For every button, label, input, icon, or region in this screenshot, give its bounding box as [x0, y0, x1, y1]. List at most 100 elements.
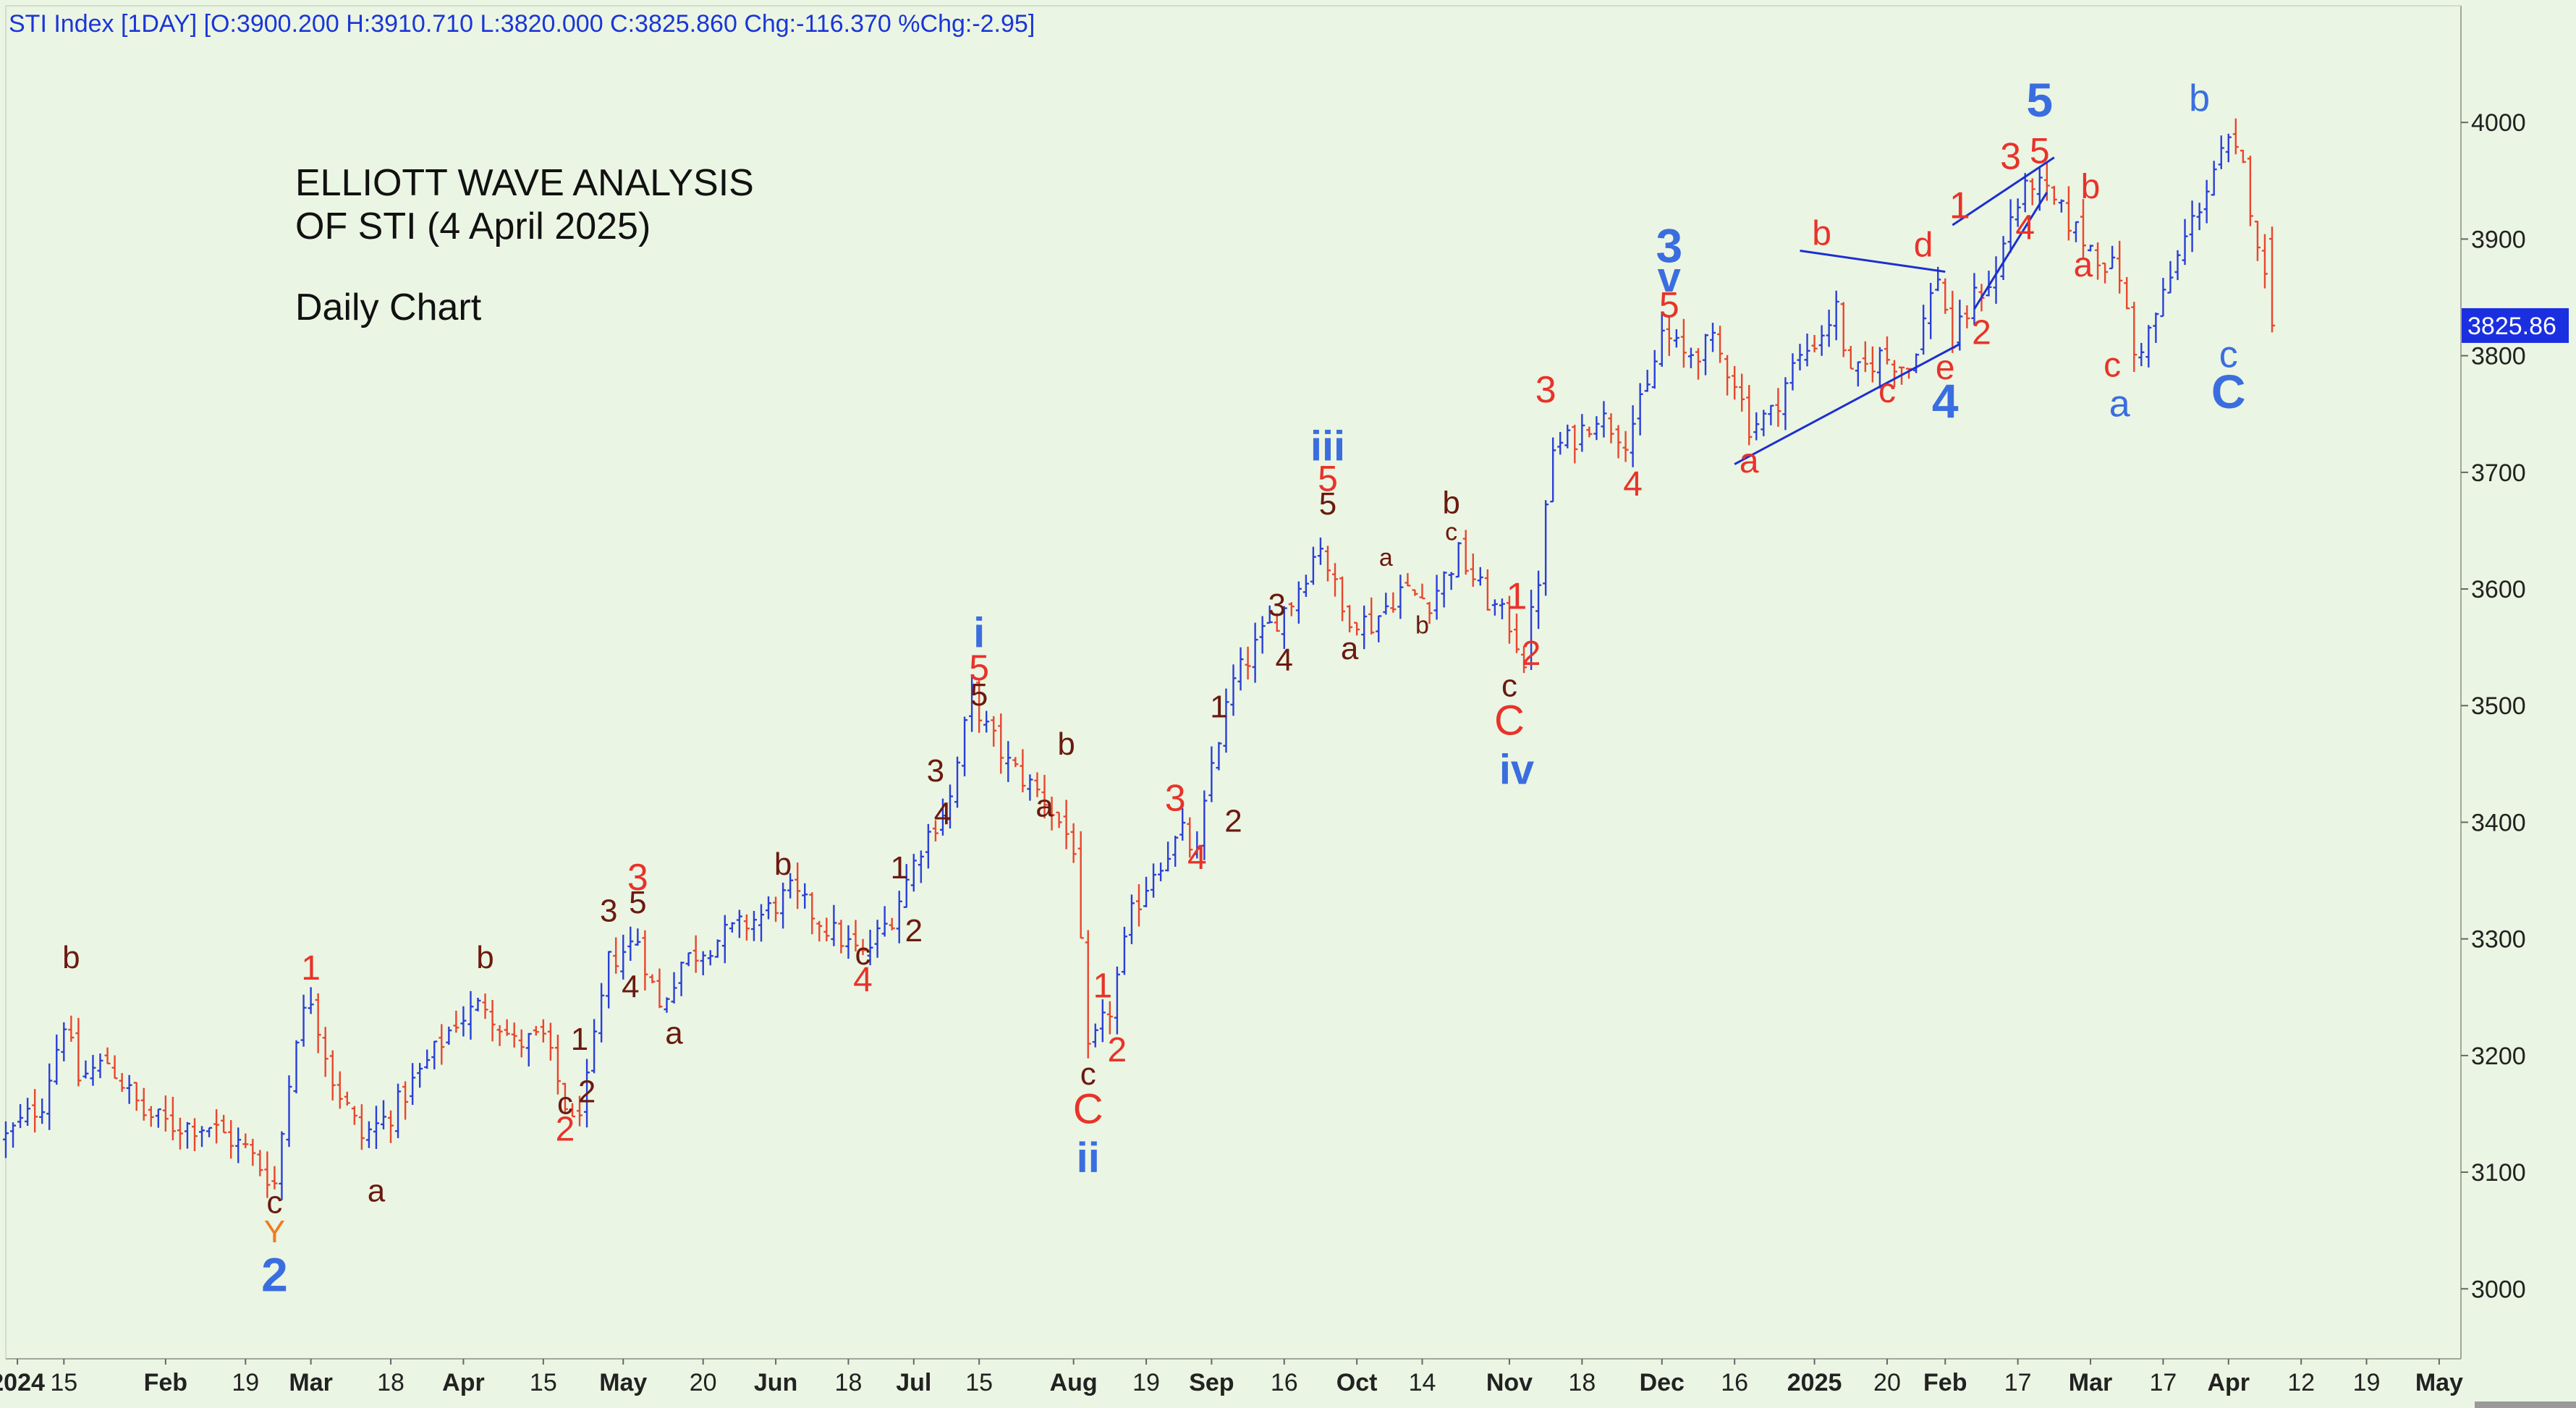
ohlc-bar — [1390, 592, 1397, 613]
ohlc-bar — [1847, 346, 1854, 370]
wave-label: c — [1080, 1056, 1096, 1092]
ohlc-bar — [1521, 645, 1528, 674]
ohlc-bar — [809, 892, 815, 935]
ohlc-bar — [3, 1121, 9, 1158]
ohlc-bar — [315, 993, 321, 1053]
ohlc-bar — [1310, 546, 1316, 585]
ohlc-bar — [2145, 325, 2152, 368]
ohlc-bar — [2211, 161, 2217, 196]
y-tick-label: 3500 — [2471, 692, 2526, 720]
ohlc-bar — [1245, 646, 1251, 680]
ohlc-bar — [10, 1122, 17, 1148]
wave-label: 2 — [578, 1074, 596, 1109]
ohlc-bar — [1658, 313, 1665, 367]
ohlc-bar — [1615, 425, 1622, 459]
ohlc-bar — [743, 914, 750, 941]
wave-label: 1 — [571, 1022, 588, 1057]
x-tick-label: 14 — [1409, 1369, 1436, 1396]
wave-label: 3 — [1656, 219, 1682, 273]
ohlc-bar — [2261, 234, 2268, 289]
ohlc-bar — [2269, 226, 2275, 333]
ohlc-bar — [2088, 245, 2094, 252]
ohlc-bar — [1448, 572, 1454, 590]
wave-label: ii — [1077, 1135, 1100, 1182]
wave-label: 5 — [969, 648, 989, 688]
ohlc-bar — [1506, 595, 1512, 644]
ohlc-bar — [336, 1071, 343, 1109]
ohlc-bar — [2203, 179, 2210, 224]
ohlc-bar — [525, 1032, 532, 1066]
ohlc-bar — [381, 1100, 386, 1129]
ohlc-bar — [1048, 797, 1055, 831]
trend-line — [1800, 250, 1946, 273]
ohlc-bar — [787, 873, 794, 899]
x-tick-label: 20 — [690, 1369, 717, 1396]
wave-label: a — [2074, 246, 2093, 284]
ohlc-bar — [148, 1106, 154, 1127]
ohlc-bar — [823, 917, 830, 942]
wave-label: b — [1057, 726, 1075, 762]
y-tick-label: 3000 — [2471, 1276, 2526, 1303]
ohlc-bar — [2072, 221, 2079, 242]
ohlc-bar — [250, 1139, 256, 1166]
ohlc-bar — [1034, 772, 1041, 797]
ohlc-bar — [351, 1106, 357, 1125]
wave-label: 2 — [1522, 635, 1541, 673]
ohlc-bar — [1666, 315, 1672, 356]
ohlc-bar — [1804, 334, 1810, 367]
ohlc-bar — [293, 1040, 300, 1094]
ohlc-bar — [322, 1027, 329, 1077]
wave-label: 3 — [927, 753, 944, 789]
ohlc-bar — [1732, 365, 1738, 400]
ohlc-bar — [75, 1017, 82, 1087]
x-tick-label: Oct — [1336, 1369, 1378, 1396]
ohlc-bar — [308, 987, 314, 1014]
wave-label: b — [2081, 168, 2101, 206]
ohlc-bar — [1317, 537, 1323, 565]
x-tick-label: Mar — [2069, 1369, 2112, 1396]
ohlc-bar — [635, 928, 641, 946]
ohlc-bar — [642, 930, 648, 991]
x-tick-label: 2024 — [0, 1369, 45, 1396]
ohlc-bar — [1208, 746, 1215, 802]
ohlc-bar — [1680, 318, 1687, 368]
y-axis: 3000 3100 3200 3300 3400 3500 3600 3700 3800 3900… — [2461, 109, 2526, 1303]
ohlc-bar — [1143, 876, 1150, 907]
ohlc-bar — [1012, 757, 1019, 768]
wave-label: a — [368, 1173, 386, 1208]
x-tick-label: 19 — [232, 1369, 259, 1396]
ohlc-bar — [2095, 242, 2101, 280]
ohlc-bar — [1797, 344, 1803, 370]
ohlc-bar — [2124, 276, 2130, 310]
ohlc-bar — [424, 1049, 431, 1069]
price-bars — [3, 118, 2275, 1200]
ohlc-bar — [1237, 647, 1244, 691]
ohlc-bar — [758, 904, 764, 942]
ohlc-bar — [2247, 156, 2253, 226]
horizontal-scrollbar[interactable] — [2475, 1401, 2576, 1408]
ohlc-bar — [1419, 583, 1425, 600]
wave-label: d — [1914, 226, 1933, 265]
ohlc-bar — [685, 951, 692, 967]
ohlc-bar — [2043, 163, 2050, 201]
ohlc-bar — [976, 680, 983, 733]
ohlc-bar — [1412, 589, 1418, 596]
ohlc-bar — [700, 951, 706, 975]
ohlc-bar — [184, 1121, 190, 1149]
ohlc-bar — [1325, 546, 1331, 582]
ohlc-bar — [482, 993, 488, 1019]
ohlc-bar — [1855, 361, 1861, 387]
x-tick-label: 18 — [1568, 1369, 1596, 1396]
ohlc-bar — [591, 1019, 598, 1074]
ohlc-bar — [446, 1026, 452, 1045]
wave-label: 2 — [261, 1248, 288, 1302]
ohlc-bar — [1114, 966, 1120, 1035]
ohlc-bar — [2014, 198, 2021, 227]
x-tick-label: 19 — [2353, 1369, 2381, 1396]
ohlc-bar — [1332, 563, 1339, 597]
ohlc-bar — [925, 823, 931, 869]
wave-label: b — [1415, 611, 1429, 639]
wave-label: 1 — [890, 850, 907, 886]
ohlc-bar — [1789, 353, 1796, 391]
ohlc-bar — [1964, 305, 1970, 328]
